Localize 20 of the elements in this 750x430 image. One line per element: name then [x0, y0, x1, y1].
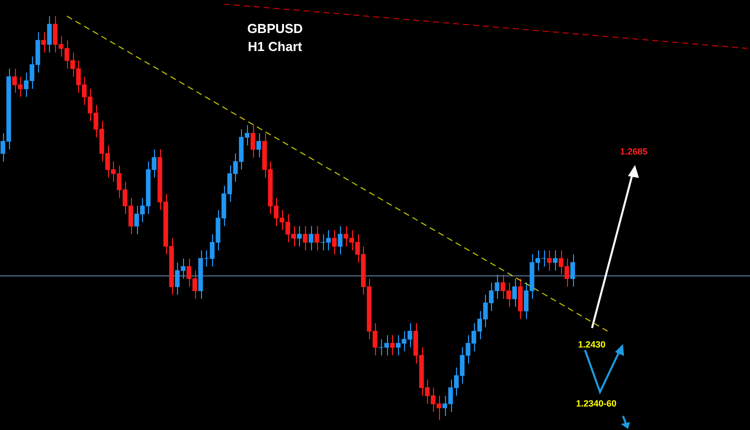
annotation: 1.2430	[578, 339, 606, 350]
chart-title: GBPUSD	[246, 20, 304, 38]
candlestick	[302, 226, 308, 251]
candlestick	[570, 254, 576, 288]
annotation: 1.2340-60	[576, 398, 617, 408]
candlestick	[332, 230, 337, 255]
candlestick	[47, 16, 52, 53]
candlestick	[552, 250, 558, 272]
candlestick	[297, 226, 302, 247]
candlestick	[256, 132, 262, 158]
candlestick	[41, 32, 46, 53]
text: H1 Chart	[246, 38, 304, 56]
candlestick	[314, 226, 320, 251]
candlestick	[308, 226, 314, 251]
candlestick	[338, 226, 342, 255]
candlestick	[547, 250, 552, 272]
candlestick	[390, 334, 395, 356]
candlestick	[512, 278, 517, 308]
annotation: 1.2685	[620, 146, 648, 156]
candlestick	[250, 124, 256, 158]
